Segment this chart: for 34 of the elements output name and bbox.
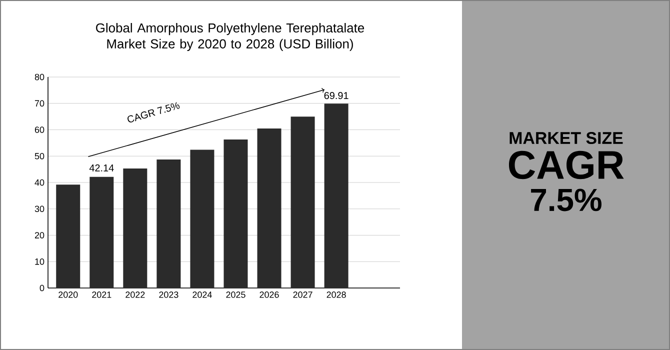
x-tick-label: 2024 [192,292,212,298]
y-tick-label: 20 [34,232,44,238]
chart-title: Global Amorphous Polyethylene Terephatalate Market Size by 2020 to 2028 (USD Billion) [96,22,364,52]
text: MARKET SIZE [510,132,623,144]
y-tick-label: 40 [34,179,44,186]
bar [290,116,315,288]
x-tick-label: 2028 [326,292,346,298]
y-tick-label: 30 [34,206,44,212]
x-tick-label: 2025 [226,292,246,298]
x-tick-label: 2022 [126,292,145,298]
x-tick-label: 2027 [293,292,312,298]
bar [257,128,282,288]
data-label: 42.14 [89,164,114,172]
x-tick-label: 2026 [260,292,279,298]
x-tick-label: 2021 [92,292,112,298]
text: CAGR [508,150,624,180]
x-tick-label: 2020 [58,292,78,298]
y-tick-label: 60 [34,126,44,133]
y-tick-label: 70 [34,100,44,107]
text: 7.5% [531,188,602,212]
y-tick-label: 10 [35,258,44,265]
annotation: CAGR 7.5% [128,102,180,122]
bar [190,150,214,288]
y-tick-label: 50 [34,152,44,160]
y-tick-label: 0 [40,284,44,292]
bar [224,140,248,288]
bar [324,104,348,288]
x-tick-label: 2023 [159,292,178,298]
bar [90,176,114,288]
bar [156,160,181,288]
data-label: 69.91 [324,92,348,100]
bar [123,168,148,288]
bar [56,184,80,288]
y-tick-label: 80 [34,74,44,80]
